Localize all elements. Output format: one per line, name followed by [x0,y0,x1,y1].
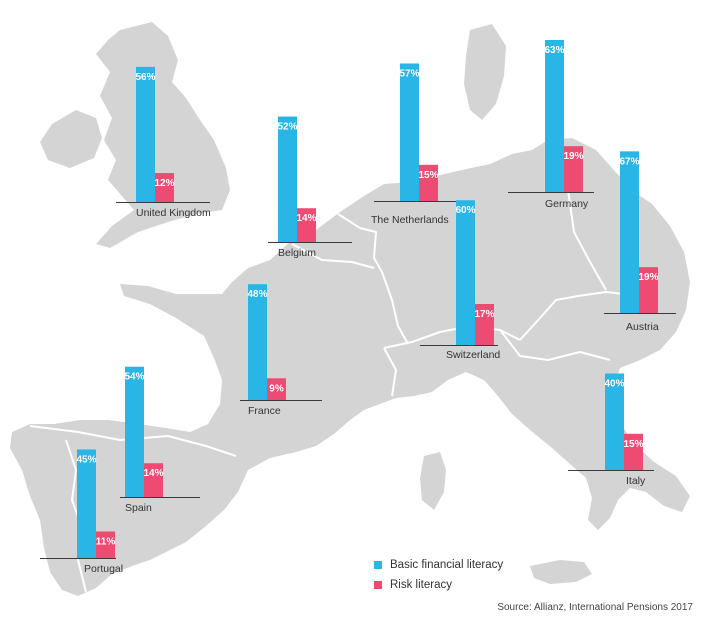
bar-value-risk-france: 9% [269,383,284,394]
bar-value-basic-germany: 63% [544,45,564,56]
bar-basic-italy [605,373,624,470]
border-fr-it [383,347,397,397]
bar-risk-austria [639,267,658,313]
bar-group-the-netherlands: 57% 15% The Netherlands [371,63,458,226]
legend-swatch-risk [374,581,382,589]
bar-risk-belgium [297,208,316,242]
country-label-portugal: Portugal [84,563,123,575]
bar-group-france: 48% 9% France [240,284,322,417]
source-note: Source: Allianz, International Pensions … [497,602,693,613]
bar-basic-belgium [278,116,297,242]
country-label-the-netherlands: The Netherlands [371,214,449,226]
country-label-belgium: Belgium [278,247,316,259]
bar-groups: 56% 12% United Kingdom 52% 14% Belgium 57% 15% T… [40,40,676,575]
bar-value-basic-spain: 54% [124,372,144,383]
bar-group-belgium: 52% 14% Belgium [268,116,352,259]
legend-label-basic: Basic financial literacy [390,559,504,571]
map-denmark [464,24,506,120]
country-label-austria: Austria [626,321,659,333]
map-corsica-sardinia [420,452,446,510]
bar-value-basic-united-kingdom: 56% [135,72,155,83]
bar-value-basic-austria: 67% [619,156,639,167]
bar-value-basic-the-netherlands: 57% [399,68,419,79]
border-fr-be [291,243,375,269]
bar-risk-the-netherlands [419,164,438,201]
bar-value-basic-italy: 40% [604,378,624,389]
country-label-italy: Italy [626,475,646,487]
legend-swatch-basic [374,561,382,569]
bar-group-portugal: 45% 11% Portugal [40,449,123,575]
country-label-united-kingdom: United Kingdom [136,207,211,219]
bar-risk-germany [564,146,583,192]
bar-group-austria: 67% 19% Austria [604,151,676,333]
bar-group-switzerland: 60% 17% Switzerland [420,200,500,361]
bar-group-united-kingdom: 56% 12% United Kingdom [116,66,211,219]
bar-value-risk-united-kingdom: 12% [154,178,174,189]
bar-value-basic-france: 48% [247,289,267,300]
bar-value-risk-belgium: 14% [296,213,316,224]
bar-basic-united-kingdom [136,66,155,202]
country-borders [29,149,641,593]
bar-value-risk-spain: 14% [143,468,163,479]
bar-value-risk-the-netherlands: 15% [418,170,438,181]
bar-risk-united-kingdom [155,173,174,202]
country-label-spain: Spain [125,502,152,514]
bar-value-risk-germany: 19% [563,151,583,162]
bar-value-risk-austria: 19% [638,272,658,283]
bar-basic-austria [620,151,639,313]
map-continent [10,138,690,596]
border-fr-de [381,271,409,345]
legend-item-basic: Basic financial literacy [374,556,503,574]
bar-risk-portugal [96,531,115,558]
bar-group-spain: 54% 14% Spain [120,366,200,514]
bar-basic-germany [545,40,564,192]
bar-group-germany: 63% 19% Germany [508,40,594,210]
bar-basic-portugal [77,449,96,558]
border-ch [383,325,521,349]
legend-label-risk: Risk literacy [390,579,452,591]
bar-risk-switzerland [475,303,494,345]
bar-value-basic-switzerland: 60% [455,205,475,216]
bar-group-italy: 40% 15% Italy [568,373,654,487]
bar-value-basic-belgium: 52% [277,122,297,133]
bar-risk-france [267,378,286,400]
bar-basic-switzerland [456,200,475,345]
bar-basic-france [248,284,267,400]
map-sicily [530,560,592,584]
bar-risk-spain [144,463,163,497]
map-great-britain [96,22,230,248]
bar-value-risk-italy: 15% [623,439,643,450]
legend-item-risk: Risk literacy [374,576,503,594]
bar-risk-italy [624,433,643,470]
bar-value-risk-switzerland: 17% [474,309,494,320]
border-nl-de [337,213,383,273]
border-at-it [499,329,611,361]
border-de-at [519,291,641,341]
map-ireland [40,110,102,168]
map-background [10,22,690,596]
country-label-france: France [248,405,281,417]
country-label-germany: Germany [545,198,589,210]
bar-basic-spain [125,366,144,497]
legend: Basic financial literacy Risk literacy [374,556,503,596]
country-label-switzerland: Switzerland [446,349,500,361]
bar-basic-the-netherlands [400,63,419,201]
bar-value-basic-portugal: 45% [76,454,96,465]
bar-value-risk-portugal: 11% [96,536,116,547]
